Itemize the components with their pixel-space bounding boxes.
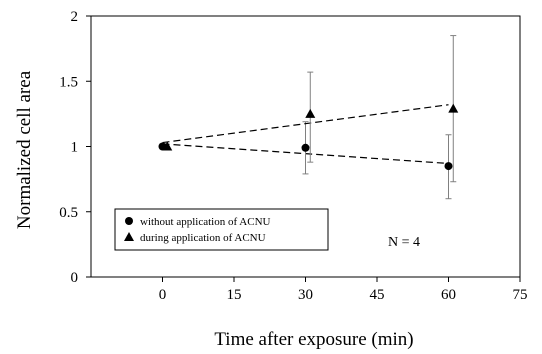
x-tick-label: 75 (513, 287, 528, 303)
x-tick-label: 15 (227, 287, 242, 303)
y-tick-label: 1.5 (59, 74, 78, 90)
legend: without application of ACNU during applic… (114, 208, 329, 251)
data-point-circle (125, 217, 133, 225)
series-layer (158, 35, 459, 200)
trend-line (162, 104, 449, 144)
series-during-acnu (162, 35, 459, 183)
y-tick-label: 0 (71, 270, 79, 286)
data-point-circle (444, 162, 453, 171)
x-axis-label: Time after exposure (min) (214, 329, 413, 350)
legend-entry-label: during application of ACNU (140, 232, 266, 244)
series-without-acnu (158, 121, 453, 200)
y-axis-label: Normalized cell area (14, 70, 35, 229)
x-tick-label: 0 (159, 287, 167, 303)
y-tick-label: 0.5 (59, 205, 78, 221)
x-tick-label: 45 (370, 287, 385, 303)
legend-entry-label: without application of ACNU (140, 216, 271, 228)
x-axis: 0 15 30 45 60 75 (159, 277, 528, 303)
data-point-circle (301, 143, 310, 152)
legend-box (114, 208, 329, 251)
y-axis: 0 0.5 1 1.5 2 (59, 9, 91, 286)
x-tick-label: 30 (298, 287, 313, 303)
data-point-triangle (448, 103, 459, 113)
annotation-n: N = 4 (388, 235, 420, 250)
y-tick-label: 1 (71, 140, 79, 156)
data-point-triangle (162, 141, 173, 151)
data-point-triangle (124, 232, 134, 241)
x-tick-label: 60 (441, 287, 456, 303)
data-point-triangle (305, 108, 316, 118)
y-tick-label: 2 (71, 9, 79, 25)
